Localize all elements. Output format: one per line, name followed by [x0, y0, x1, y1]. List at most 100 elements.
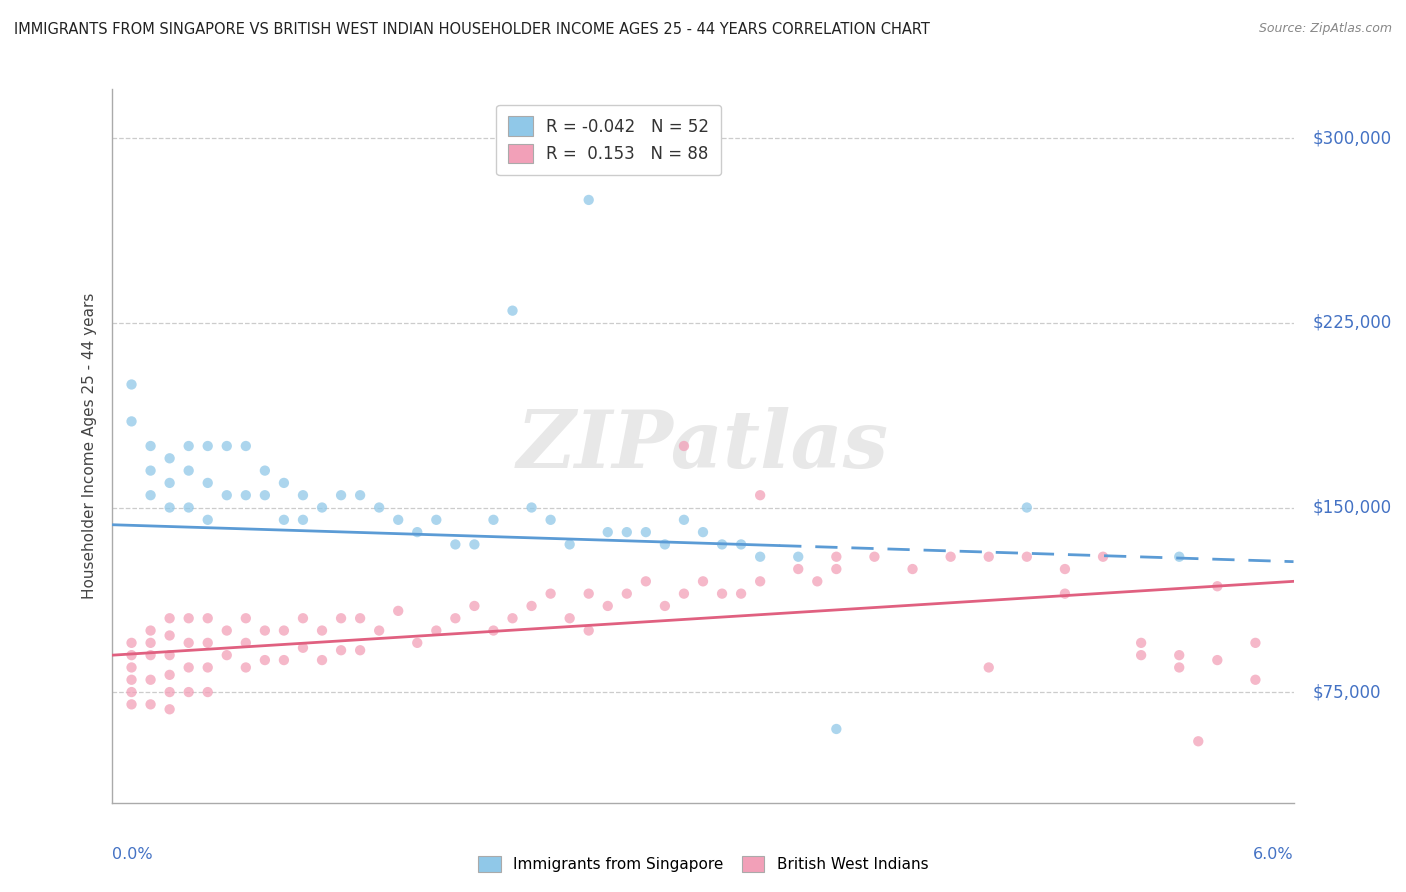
- Point: [520, 500, 543, 515]
- Point: [159, 500, 181, 515]
- Point: [121, 377, 143, 392]
- Point: [444, 537, 467, 551]
- Point: [235, 636, 257, 650]
- Text: $225,000: $225,000: [1313, 314, 1392, 332]
- Point: [139, 636, 162, 650]
- Point: [730, 587, 752, 601]
- Point: [1244, 673, 1267, 687]
- Point: [291, 611, 314, 625]
- Point: [139, 439, 162, 453]
- Point: [977, 660, 1000, 674]
- Point: [253, 464, 276, 478]
- Point: [672, 439, 695, 453]
- Point: [1168, 549, 1191, 564]
- Point: [159, 611, 181, 625]
- Point: [711, 587, 734, 601]
- Point: [749, 488, 772, 502]
- Point: [159, 668, 181, 682]
- Point: [654, 599, 676, 613]
- Point: [159, 451, 181, 466]
- Point: [311, 653, 333, 667]
- Point: [825, 562, 848, 576]
- Text: 6.0%: 6.0%: [1253, 847, 1294, 862]
- Point: [368, 624, 391, 638]
- Point: [273, 475, 295, 490]
- Point: [273, 653, 295, 667]
- Legend: R = -0.042   N = 52, R =  0.153   N = 88: R = -0.042 N = 52, R = 0.153 N = 88: [496, 104, 721, 175]
- Point: [1053, 562, 1076, 576]
- Point: [596, 599, 619, 613]
- Point: [197, 475, 219, 490]
- Point: [139, 673, 162, 687]
- Point: [616, 587, 638, 601]
- Point: [330, 643, 353, 657]
- Point: [578, 587, 600, 601]
- Point: [806, 574, 828, 589]
- Text: IMMIGRANTS FROM SINGAPORE VS BRITISH WEST INDIAN HOUSEHOLDER INCOME AGES 25 - 44: IMMIGRANTS FROM SINGAPORE VS BRITISH WES…: [14, 22, 929, 37]
- Point: [1206, 579, 1229, 593]
- Point: [330, 488, 353, 502]
- Point: [349, 611, 371, 625]
- Point: [177, 439, 200, 453]
- Point: [1187, 734, 1209, 748]
- Point: [463, 537, 485, 551]
- Point: [616, 525, 638, 540]
- Legend: Immigrants from Singapore, British West Indians: Immigrants from Singapore, British West …: [470, 848, 936, 880]
- Point: [672, 587, 695, 601]
- Point: [177, 611, 200, 625]
- Point: [502, 611, 524, 625]
- Text: 0.0%: 0.0%: [112, 847, 153, 862]
- Point: [139, 624, 162, 638]
- Point: [215, 648, 238, 662]
- Point: [787, 562, 810, 576]
- Point: [749, 574, 772, 589]
- Point: [121, 636, 143, 650]
- Point: [749, 549, 772, 564]
- Point: [177, 660, 200, 674]
- Text: $150,000: $150,000: [1313, 499, 1392, 516]
- Point: [444, 611, 467, 625]
- Point: [540, 587, 562, 601]
- Point: [197, 685, 219, 699]
- Point: [692, 574, 714, 589]
- Y-axis label: Householder Income Ages 25 - 44 years: Householder Income Ages 25 - 44 years: [82, 293, 97, 599]
- Point: [825, 722, 848, 736]
- Point: [139, 464, 162, 478]
- Point: [159, 648, 181, 662]
- Point: [215, 624, 238, 638]
- Point: [215, 439, 238, 453]
- Point: [291, 513, 314, 527]
- Point: [406, 636, 429, 650]
- Point: [121, 414, 143, 428]
- Point: [121, 673, 143, 687]
- Point: [330, 611, 353, 625]
- Point: [121, 660, 143, 674]
- Point: [1206, 653, 1229, 667]
- Point: [139, 698, 162, 712]
- Point: [1168, 648, 1191, 662]
- Point: [825, 549, 848, 564]
- Point: [235, 660, 257, 674]
- Point: [1130, 636, 1153, 650]
- Point: [159, 475, 181, 490]
- Text: ZIPatlas: ZIPatlas: [517, 408, 889, 484]
- Point: [121, 685, 143, 699]
- Point: [235, 439, 257, 453]
- Point: [235, 488, 257, 502]
- Point: [197, 660, 219, 674]
- Point: [311, 624, 333, 638]
- Point: [387, 513, 409, 527]
- Point: [253, 488, 276, 502]
- Point: [939, 549, 962, 564]
- Point: [977, 549, 1000, 564]
- Point: [121, 648, 143, 662]
- Point: [197, 611, 219, 625]
- Point: [177, 685, 200, 699]
- Point: [578, 193, 600, 207]
- Point: [901, 562, 924, 576]
- Point: [139, 488, 162, 502]
- Point: [311, 500, 333, 515]
- Point: [672, 513, 695, 527]
- Point: [558, 611, 581, 625]
- Point: [253, 624, 276, 638]
